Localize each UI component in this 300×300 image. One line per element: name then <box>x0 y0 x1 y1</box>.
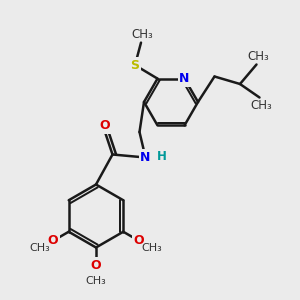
Text: CH₃: CH₃ <box>250 99 272 112</box>
Text: N: N <box>179 72 190 85</box>
Text: O: O <box>100 119 110 132</box>
Text: CH₃: CH₃ <box>142 243 162 253</box>
Text: CH₃: CH₃ <box>85 275 106 286</box>
Text: O: O <box>48 234 58 247</box>
Text: O: O <box>134 234 144 247</box>
Text: O: O <box>91 259 101 272</box>
Text: CH₃: CH₃ <box>30 243 50 253</box>
Text: S: S <box>130 58 140 72</box>
Text: N: N <box>140 151 151 164</box>
Text: CH₃: CH₃ <box>247 50 269 63</box>
Text: CH₃: CH₃ <box>132 28 153 41</box>
Text: H: H <box>157 149 167 163</box>
